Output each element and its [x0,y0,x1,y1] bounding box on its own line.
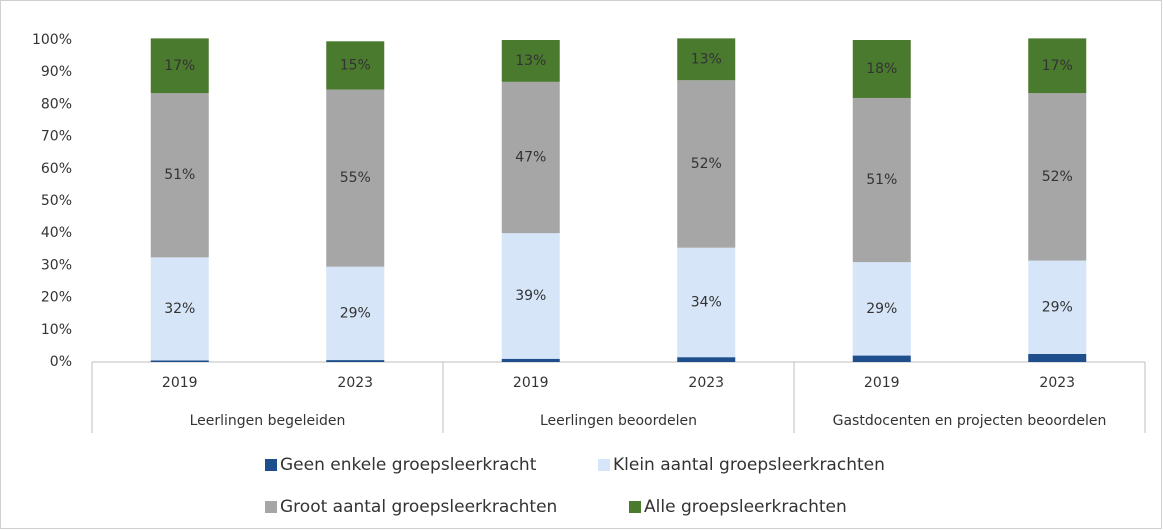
y-tick-label: 70% [41,129,72,145]
y-tick-label: 50% [41,193,72,209]
legend-swatch [265,501,277,513]
bar-segment [150,257,209,361]
data-label: 29% [1042,299,1073,315]
data-label: 15% [340,57,371,73]
y-tick-label: 30% [41,257,72,273]
bar-segment [501,358,560,362]
bar-segment [852,40,911,98]
x-tick-label: 2019 [513,375,549,391]
bar-segment [677,357,736,362]
bar-segment [852,262,911,356]
bar-segment [1028,260,1087,354]
y-tick-label: 80% [41,96,72,112]
y-tick-label: 10% [41,322,72,338]
data-label: 13% [691,51,722,67]
y-tick-label: 60% [41,161,72,177]
bar-segment [852,355,911,362]
data-label: 39% [515,288,546,304]
y-tick-label: 20% [41,290,72,306]
bar-segment [677,38,736,81]
data-label: 55% [340,170,371,186]
data-label: 34% [691,294,722,310]
data-label: 32% [164,301,195,317]
y-tick-label: 100% [32,32,72,48]
bar-segment [1028,353,1087,362]
group-label: Gastdocenten en projecten beoordelen [833,413,1107,429]
bar-segment [501,81,560,234]
x-tick-label: 2023 [688,375,724,391]
bar-segment [150,38,209,94]
bar-segment [1028,93,1087,261]
data-label: 52% [691,156,722,172]
x-tick-label: 2023 [1039,375,1075,391]
bar-segment [1028,38,1087,94]
bar-segment [326,89,385,267]
data-label: 52% [1042,169,1073,185]
x-tick-label: 2023 [337,375,373,391]
group-label: Leerlingen beoordelen [540,413,697,429]
legend-label: Klein aantal groepsleerkrachten [613,455,885,475]
data-label: 47% [515,150,546,166]
y-tick-label: 90% [41,64,72,80]
data-label: 51% [164,167,195,183]
data-label: 18% [866,61,897,77]
x-tick-label: 2019 [864,375,900,391]
bar-segment [150,360,209,362]
y-tick-label: 40% [41,225,72,241]
bar-segment [326,266,385,361]
data-label: 13% [515,53,546,69]
legend-label: Alle groepsleerkrachten [644,497,847,517]
bar-segment [326,41,385,90]
bar-segment [501,40,560,82]
bar-segment [677,247,736,358]
data-label: 17% [164,58,195,74]
x-tick-label: 2019 [162,375,198,391]
group-label: Leerlingen begeleiden [190,413,346,429]
legend-label: Geen enkele groepsleerkracht [280,455,537,475]
bar-segment [677,80,736,248]
y-tick-label: 0% [50,354,72,370]
bar-segment [326,360,385,362]
data-label: 29% [340,305,371,321]
bar-segment [150,93,209,258]
bar-segment [852,97,911,263]
bar-segment [501,233,560,359]
legend-swatch [265,459,277,471]
legend-swatch [629,501,641,513]
legend-label: Groot aantal groepsleerkrachten [280,497,557,517]
data-label: 29% [866,301,897,317]
data-label: 51% [866,172,897,188]
legend-swatch [598,459,610,471]
data-label: 17% [1042,58,1073,74]
